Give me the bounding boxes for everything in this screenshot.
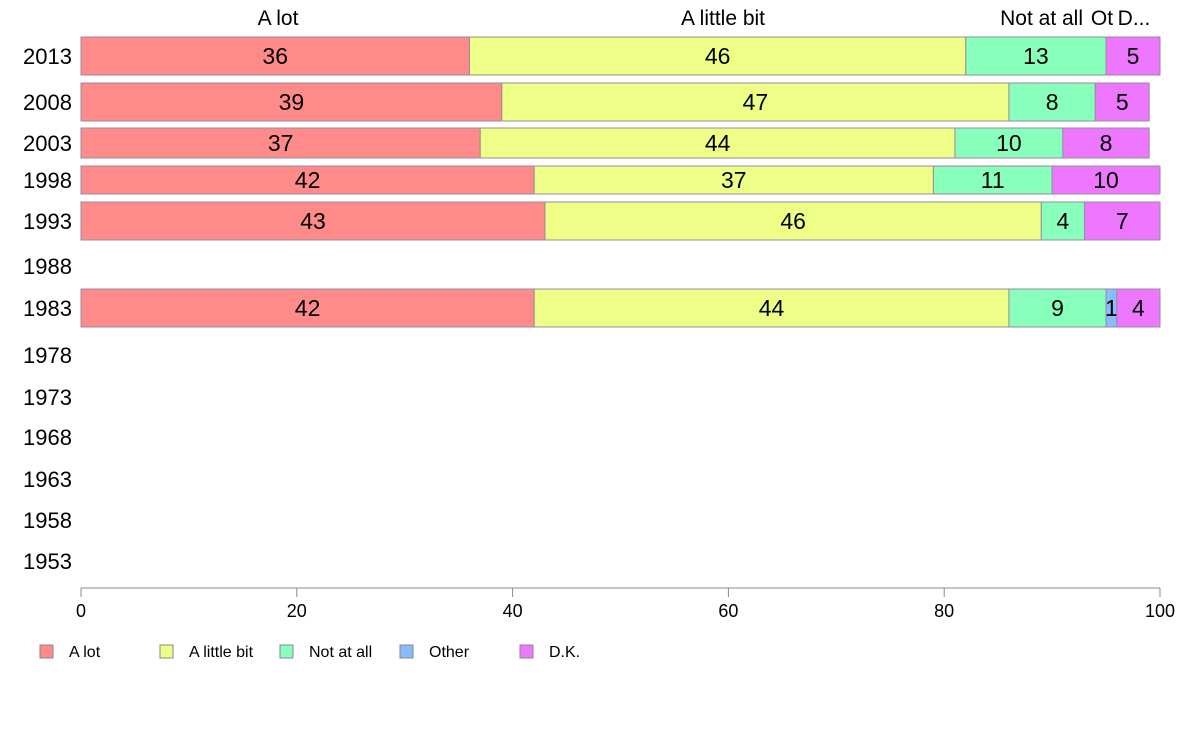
legend-swatch-not-at-all bbox=[279, 644, 294, 659]
column-header-1: A lot bbox=[258, 7, 299, 30]
category-labels: 2013 2008 2003 1998 1993 1988 1983 1978 1973 1968… bbox=[23, 44, 72, 574]
data-label-1983-not-at-all: 9 bbox=[1051, 295, 1064, 321]
data-label-2003-not-at-all: 10 bbox=[996, 130, 1022, 156]
data-label-1993-not-at-all: 4 bbox=[1056, 208, 1069, 234]
x-tick-label-80: 80 bbox=[934, 601, 954, 621]
x-tick-label-100: 100 bbox=[1145, 601, 1175, 621]
data-label-1983-a-little-bit: 44 bbox=[759, 295, 785, 321]
category-label-1983: 1983 bbox=[23, 296, 72, 321]
x-axis: 0 20 40 60 80 100 bbox=[76, 587, 1175, 621]
bar-1993-d-k bbox=[1083, 201, 1161, 241]
category-label-1958: 1958 bbox=[23, 508, 72, 533]
data-label-2008-a-little-bit: 47 bbox=[743, 89, 769, 115]
bar-1998-a-lot bbox=[80, 165, 535, 195]
data-label-1998-not-at-all: 11 bbox=[981, 167, 1005, 193]
bar-2013-a-little-bit bbox=[468, 36, 967, 76]
category-label-2008: 2008 bbox=[23, 90, 72, 115]
data-label-1983-other: 1 bbox=[1105, 295, 1118, 321]
legend-swatch-a-little-bit bbox=[159, 644, 174, 659]
category-label-1993: 1993 bbox=[23, 209, 72, 234]
data-label-1993-d-k: 7 bbox=[1116, 208, 1129, 234]
bar-2008-not-at-all bbox=[1008, 82, 1096, 122]
bar-1993-a-little-bit bbox=[544, 201, 1042, 241]
x-tick-label-40: 40 bbox=[503, 601, 523, 621]
legend-swatch-other bbox=[399, 644, 414, 659]
bar-1983-d-k bbox=[1116, 288, 1161, 328]
category-label-1988: 1988 bbox=[23, 254, 72, 279]
legend-swatch-d-k bbox=[519, 644, 534, 659]
bar-1983-a-little-bit bbox=[533, 288, 1010, 328]
category-label-1963: 1963 bbox=[23, 467, 72, 492]
bar-2003-d-k bbox=[1062, 127, 1150, 159]
category-label-1978: 1978 bbox=[23, 343, 72, 368]
data-label-1993-a-lot: 43 bbox=[300, 208, 326, 234]
x-tick-label-60: 60 bbox=[718, 601, 738, 621]
bar-1983-a-lot bbox=[80, 288, 535, 328]
bar-2013-not-at-all bbox=[965, 36, 1107, 76]
data-label-1983-a-lot: 42 bbox=[295, 295, 321, 321]
data-label-1983-d-k: 4 bbox=[1132, 295, 1145, 321]
legend-label-other: Other bbox=[429, 644, 470, 661]
bar-1998-d-k bbox=[1051, 165, 1161, 195]
data-label-1993-a-little-bit: 46 bbox=[780, 208, 806, 234]
data-label-1998-d-k: 10 bbox=[1093, 167, 1119, 193]
column-headers: A lot A little bit Not at all Ot D... bbox=[258, 7, 1151, 30]
category-label-1973: 1973 bbox=[23, 385, 72, 410]
bar-2008-a-little-bit bbox=[501, 82, 1010, 122]
bar-2013-a-lot bbox=[80, 36, 470, 76]
data-label-2003-a-little-bit: 44 bbox=[705, 130, 731, 156]
bar-2003-a-little-bit bbox=[479, 127, 956, 159]
bar-1993-a-lot bbox=[80, 201, 546, 241]
legend-swatch-a-lot bbox=[39, 644, 54, 659]
data-label-2013-not-at-all: 13 bbox=[1023, 43, 1049, 69]
legend-label-not-at-all: Not at all bbox=[309, 644, 372, 661]
data-label-2003-d-k: 8 bbox=[1100, 130, 1113, 156]
bar-1993-not-at-all bbox=[1040, 201, 1085, 241]
bar-1998-a-little-bit bbox=[533, 165, 934, 195]
column-header-2: A little bit bbox=[681, 7, 765, 30]
x-tick-label-0: 0 bbox=[76, 601, 86, 621]
column-header-5: D... bbox=[1118, 7, 1151, 30]
bar-1983-not-at-all bbox=[1008, 288, 1107, 328]
data-label-2013-a-little-bit: 46 bbox=[705, 43, 731, 69]
x-tick-label-20: 20 bbox=[287, 601, 307, 621]
legend-label-d-k: D.K. bbox=[549, 644, 580, 661]
data-label-2013-d-k: 5 bbox=[1127, 43, 1140, 69]
bar-2013-d-k bbox=[1105, 36, 1161, 76]
data-label-1998-a-lot: 42 bbox=[295, 167, 321, 193]
legend-label-a-little-bit: A little bit bbox=[189, 644, 254, 661]
data-label-2008-a-lot: 39 bbox=[279, 89, 305, 115]
bar-2008-a-lot bbox=[80, 82, 503, 122]
data-label-2008-d-k: 5 bbox=[1116, 89, 1129, 115]
category-label-2003: 2003 bbox=[23, 131, 72, 156]
column-header-4: Ot bbox=[1091, 7, 1113, 30]
data-label-2013-a-lot: 36 bbox=[262, 43, 288, 69]
category-label-1968: 1968 bbox=[23, 425, 72, 450]
legend: A lot A little bit Not at all Other D.K. bbox=[39, 644, 580, 661]
category-label-2013: 2013 bbox=[23, 44, 72, 69]
bar-2008-d-k bbox=[1094, 82, 1150, 122]
legend-label-a-lot: A lot bbox=[69, 644, 101, 661]
data-label-2008-not-at-all: 8 bbox=[1046, 89, 1059, 115]
category-label-1953: 1953 bbox=[23, 549, 72, 574]
data-label-1998-a-little-bit: 37 bbox=[721, 167, 747, 193]
column-header-3: Not at all bbox=[1000, 7, 1083, 30]
bar-2003-a-lot bbox=[80, 127, 481, 159]
data-label-2003-a-lot: 37 bbox=[268, 130, 294, 156]
category-label-1998: 1998 bbox=[23, 168, 72, 193]
